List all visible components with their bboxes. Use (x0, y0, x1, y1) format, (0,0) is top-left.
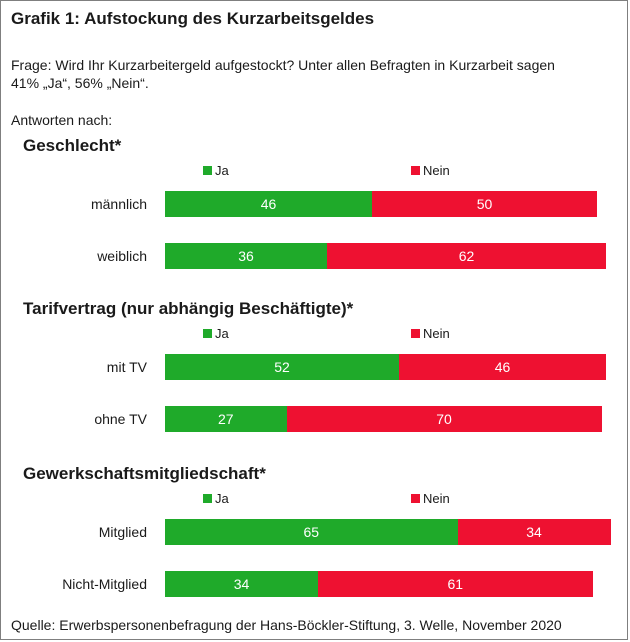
legend-swatch (203, 166, 212, 175)
legend: Ja Nein (1, 163, 629, 181)
question-line-1: Frage: Wird Ihr Kurzarbeitergeld aufgest… (11, 57, 555, 73)
legend-swatch (411, 166, 420, 175)
section-title: Tarifvertrag (nur abhängig Beschäftigte)… (23, 299, 354, 318)
chart-title: Grafik 1: Aufstockung des Kurzarbeitsgel… (11, 9, 375, 28)
bar-nein: 46 (399, 354, 606, 380)
category-label: ohne TV (94, 411, 147, 427)
legend: Ja Nein (1, 491, 629, 509)
legend-item: Nein (411, 326, 450, 341)
bar-nein: 61 (318, 571, 593, 597)
legend-item: Nein (411, 491, 450, 506)
legend-item: Ja (203, 326, 229, 341)
category-label: männlich (90, 196, 147, 212)
category-label: mit TV (106, 359, 147, 375)
category-label: Mitglied (98, 524, 147, 540)
legend-label: Ja (215, 491, 229, 506)
legend: Ja Nein (1, 326, 629, 344)
section-title: Geschlecht* (23, 136, 122, 155)
section-title: Gewerkschaftsmitgliedschaft* (23, 464, 266, 483)
bar-ja: 34 (165, 571, 318, 597)
legend-item: Ja (203, 163, 229, 178)
category-label: weiblich (97, 248, 147, 264)
legend-label: Nein (423, 491, 450, 506)
legend-swatch (411, 494, 420, 503)
bar-ja: 65 (165, 519, 458, 545)
legend-swatch (203, 329, 212, 338)
legend-swatch (411, 329, 420, 338)
question-text: Frage: Wird Ihr Kurzarbeitergeld aufgest… (11, 56, 611, 92)
legend-label: Ja (215, 326, 229, 341)
legend-label: Nein (423, 163, 450, 178)
bar-ja: 46 (165, 191, 372, 217)
intro-text: Antworten nach: (11, 112, 113, 128)
bar-nein: 50 (372, 191, 597, 217)
legend-swatch (203, 494, 212, 503)
bar-nein: 70 (286, 406, 602, 432)
legend-item: Ja (203, 491, 229, 506)
category-label: Nicht-Mitglied (62, 576, 147, 592)
bar-ja: 36 (165, 243, 327, 269)
question-line-2: 41% „Ja“, 56% „Nein“. (11, 75, 149, 91)
bar-ja: 27 (165, 406, 287, 432)
bar-nein: 34 (457, 519, 611, 545)
bar-nein: 62 (327, 243, 606, 269)
legend-label: Nein (423, 326, 450, 341)
legend-label: Ja (215, 163, 229, 178)
source-note: Quelle: Erwerbspersonenbefragung der Han… (11, 617, 562, 633)
bar-ja: 52 (165, 354, 399, 380)
legend-item: Nein (411, 163, 450, 178)
